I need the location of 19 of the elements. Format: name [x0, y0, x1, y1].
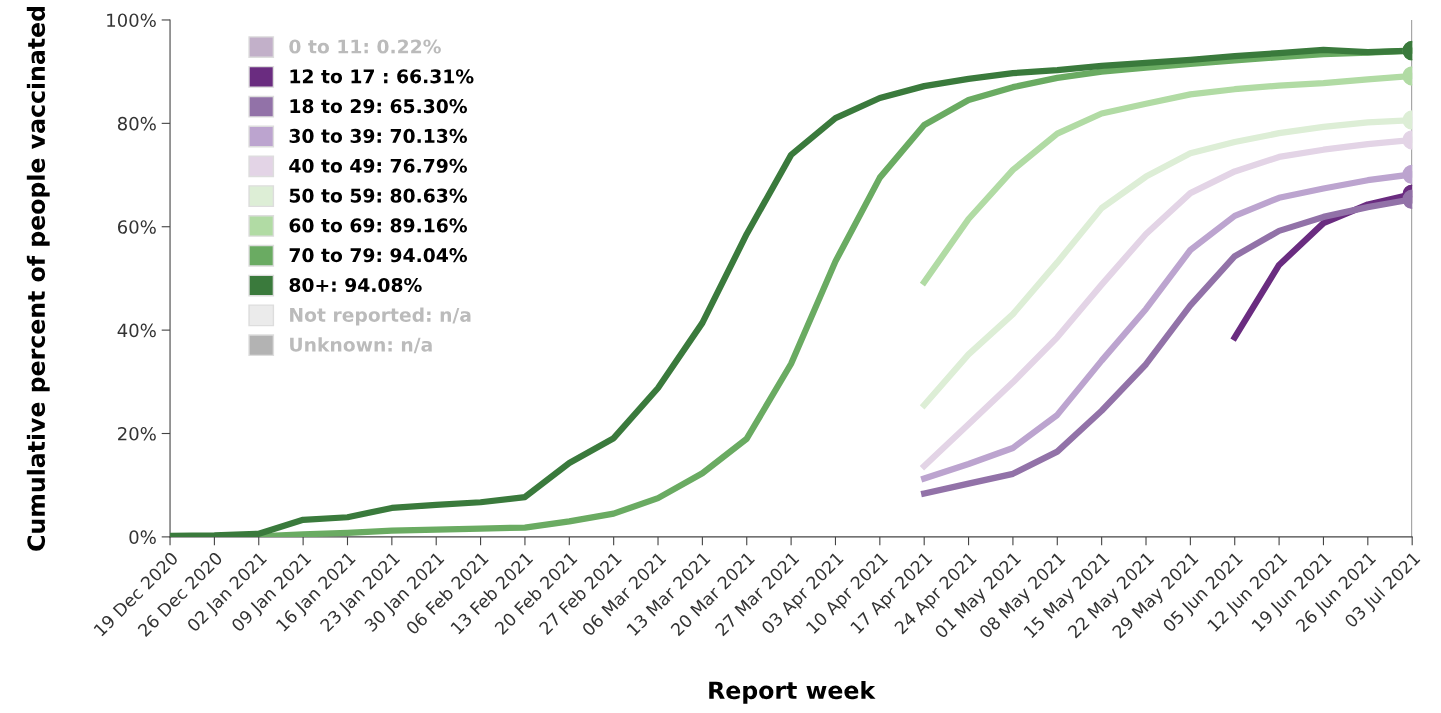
y-tick-label: 100%	[107, 13, 156, 28]
legend-label: 70 to 79: 94.04%	[289, 248, 467, 263]
x-axis-title: Report week	[709, 680, 876, 704]
y-axis-title: Cumulative percent of people vaccinated	[26, 6, 50, 551]
legend-label: 50 to 59: 80.63%	[289, 188, 467, 203]
legend-label: 30 to 39: 70.13%	[289, 128, 467, 144]
legend-label: Not reported: n/a	[290, 307, 471, 326]
legend-label: 60 to 69: 89.16%	[289, 218, 467, 233]
legend-label: 0 to 11: 0.22%	[289, 39, 441, 54]
legend-label: 12 to 17 : 66.31%	[290, 69, 474, 84]
y-tick-label: 0%	[129, 530, 156, 545]
y-tick-label: 20%	[118, 426, 156, 441]
y-tick-label: 80%	[117, 116, 156, 131]
y-tick-label: 60%	[117, 220, 156, 234]
legend-label: 18 to 29: 65.30%	[290, 99, 467, 114]
y-tick-label: 40%	[117, 323, 156, 338]
legend-label: Unknown: n/a	[290, 337, 432, 354]
legend-label: 80+: 94.08%	[289, 277, 422, 293]
legend-label: 40 to 49: 76.79%	[289, 158, 467, 173]
